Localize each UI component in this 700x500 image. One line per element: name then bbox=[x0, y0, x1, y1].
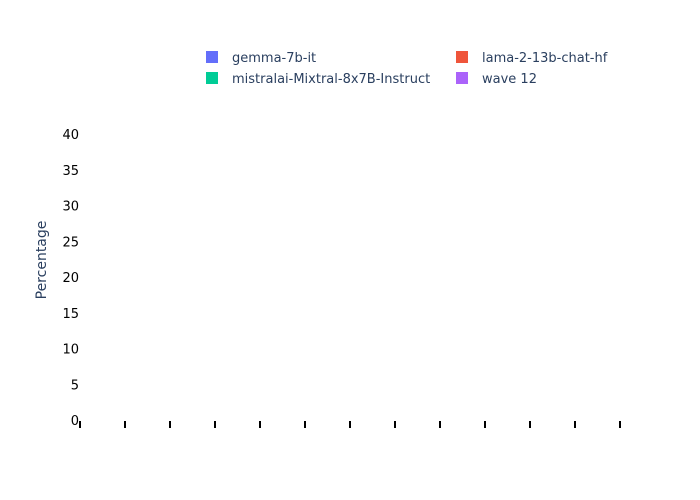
legend-swatch bbox=[206, 72, 218, 84]
y-tick-label: 35 bbox=[62, 164, 79, 179]
legend-swatch bbox=[456, 72, 468, 84]
legend-item[interactable]: lama-2-13b-chat-hf bbox=[456, 51, 608, 66]
legend-item[interactable]: mistralai-Mixtral-8x7B-Instruct bbox=[206, 72, 430, 87]
legend-label: lama-2-13b-chat-hf bbox=[482, 51, 608, 66]
legend-swatch bbox=[206, 51, 218, 63]
legend-item[interactable]: wave 12 bbox=[456, 72, 537, 87]
legend-item[interactable]: gemma-7b-it bbox=[206, 51, 316, 66]
x-axis bbox=[79, 421, 621, 428]
y-axis: 0 5 10 15 20 25 30 35 40 bbox=[62, 128, 79, 429]
legend-swatch bbox=[456, 51, 468, 63]
y-tick-label: 10 bbox=[62, 343, 79, 358]
y-tick-label: 25 bbox=[62, 235, 79, 250]
y-tick-label: 20 bbox=[62, 271, 79, 286]
y-tick-label: 40 bbox=[62, 128, 79, 143]
y-tick-label: 0 bbox=[71, 414, 79, 429]
legend-label: mistralai-Mixtral-8x7B-Instruct bbox=[232, 72, 430, 87]
y-tick-label: 5 bbox=[71, 378, 79, 393]
legend: gemma-7b-it lama-2-13b-chat-hf mistralai-M… bbox=[206, 51, 608, 87]
y-axis-title: Percentage bbox=[34, 221, 50, 300]
y-tick-label: 30 bbox=[62, 200, 79, 215]
y-tick-label: 15 bbox=[62, 307, 79, 322]
legend-label: wave 12 bbox=[482, 72, 537, 87]
legend-label: gemma-7b-it bbox=[232, 51, 316, 66]
